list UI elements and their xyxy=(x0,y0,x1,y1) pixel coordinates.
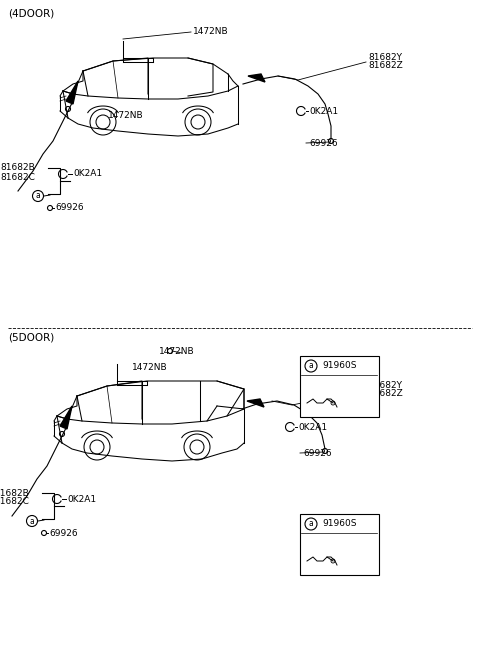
Text: (4DOOR): (4DOOR) xyxy=(8,8,54,18)
Text: 0K2A1: 0K2A1 xyxy=(298,422,327,432)
Text: 81682Z: 81682Z xyxy=(368,390,403,398)
Text: 1472NB: 1472NB xyxy=(193,26,228,35)
Text: a: a xyxy=(309,520,313,529)
Polygon shape xyxy=(248,74,265,82)
Text: 1472NB: 1472NB xyxy=(108,112,144,121)
Text: 69926: 69926 xyxy=(309,140,337,148)
Text: 91960S: 91960S xyxy=(322,361,357,371)
Text: a: a xyxy=(30,516,35,525)
Polygon shape xyxy=(60,406,72,429)
Polygon shape xyxy=(66,81,78,104)
Text: 0K2A1: 0K2A1 xyxy=(67,495,96,504)
Text: a: a xyxy=(36,192,40,201)
Text: (5DOOR): (5DOOR) xyxy=(8,332,54,342)
Text: 0K2A1: 0K2A1 xyxy=(73,169,102,178)
FancyBboxPatch shape xyxy=(300,356,379,417)
Text: 81682C: 81682C xyxy=(0,497,29,506)
Text: 81682C: 81682C xyxy=(0,173,35,182)
Text: 81682Y: 81682Y xyxy=(368,382,402,390)
Text: 69926: 69926 xyxy=(303,449,332,459)
Text: a: a xyxy=(309,361,313,371)
Text: 1472NB: 1472NB xyxy=(132,363,168,373)
Text: 0K2A1: 0K2A1 xyxy=(309,106,338,115)
Text: 91960S: 91960S xyxy=(322,520,357,529)
Text: 69926: 69926 xyxy=(55,203,84,213)
Text: 69926: 69926 xyxy=(49,529,78,537)
Polygon shape xyxy=(247,399,264,407)
Text: 81682Y: 81682Y xyxy=(368,54,402,62)
Text: 81682Z: 81682Z xyxy=(368,62,403,70)
Text: 81682B: 81682B xyxy=(0,489,29,497)
Text: 81682B: 81682B xyxy=(0,163,35,173)
FancyBboxPatch shape xyxy=(300,514,379,575)
Text: 1472NB: 1472NB xyxy=(159,346,194,356)
